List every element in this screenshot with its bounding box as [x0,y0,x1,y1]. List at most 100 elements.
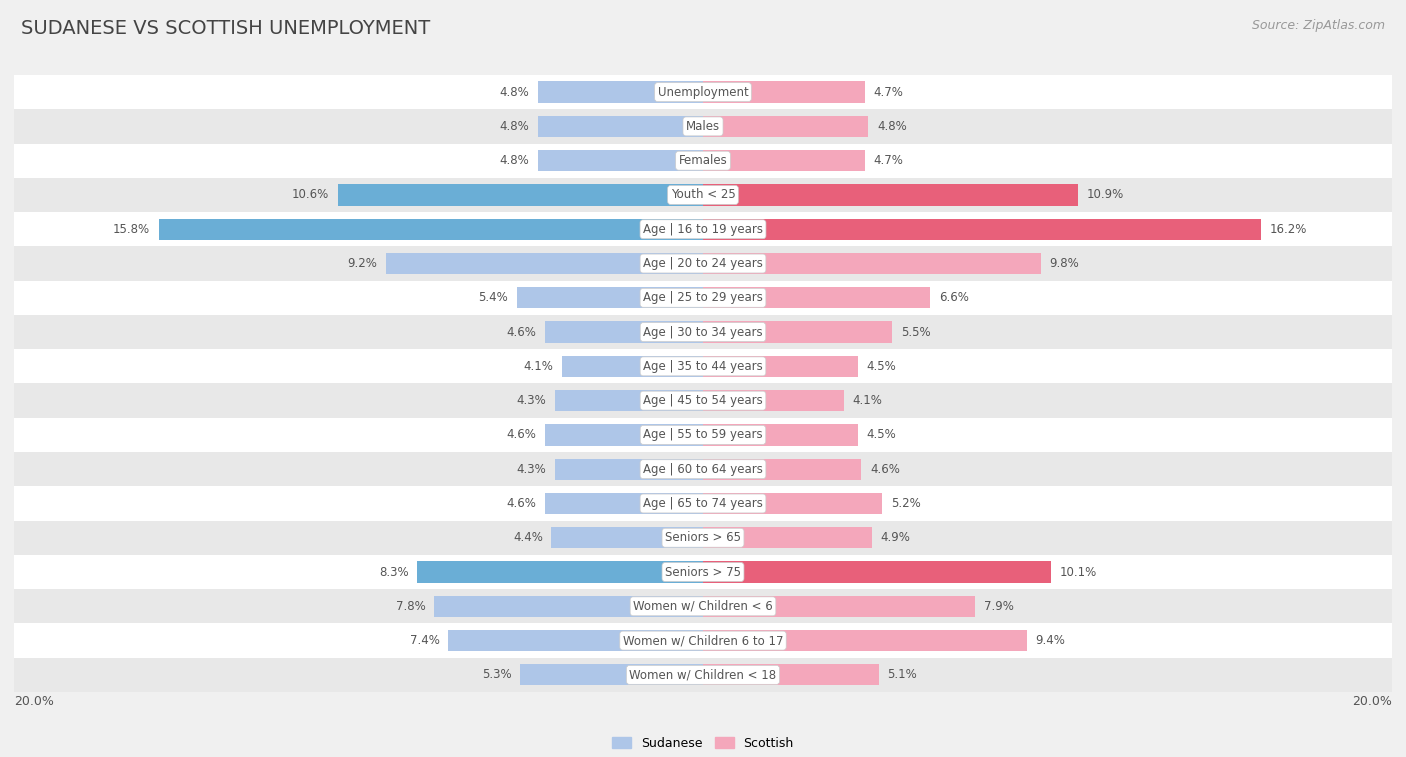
Text: 4.9%: 4.9% [880,531,910,544]
Bar [537,116,703,137]
Bar [555,390,703,411]
Text: 9.4%: 9.4% [1035,634,1066,647]
Bar [14,315,1392,349]
Text: 4.8%: 4.8% [499,120,529,133]
Text: 4.1%: 4.1% [853,394,883,407]
Bar [544,424,703,446]
Bar [14,521,1392,555]
Text: 4.8%: 4.8% [877,120,907,133]
Text: Seniors > 65: Seniors > 65 [665,531,741,544]
Text: Women w/ Children < 6: Women w/ Children < 6 [633,600,773,613]
Bar [14,144,1392,178]
Text: Age | 16 to 19 years: Age | 16 to 19 years [643,223,763,235]
Text: Source: ZipAtlas.com: Source: ZipAtlas.com [1251,19,1385,32]
Bar [520,664,703,686]
Text: Age | 55 to 59 years: Age | 55 to 59 years [643,428,763,441]
Bar [387,253,703,274]
Bar [14,452,1392,486]
Text: Age | 35 to 44 years: Age | 35 to 44 years [643,360,763,373]
Legend: Sudanese, Scottish: Sudanese, Scottish [607,732,799,755]
Text: 15.8%: 15.8% [112,223,150,235]
Text: 8.3%: 8.3% [378,565,409,578]
Bar [537,150,703,171]
Bar [537,82,703,103]
Bar [544,322,703,343]
Bar [703,527,872,548]
Text: Males: Males [686,120,720,133]
Text: 20.0%: 20.0% [1353,695,1392,708]
Bar [703,664,879,686]
Bar [703,424,858,446]
Text: 7.4%: 7.4% [409,634,440,647]
Bar [703,630,1026,651]
Bar [14,418,1392,452]
Bar [14,75,1392,109]
Bar [14,281,1392,315]
Bar [14,246,1392,281]
Text: Women w/ Children < 18: Women w/ Children < 18 [630,668,776,681]
Text: Age | 60 to 64 years: Age | 60 to 64 years [643,463,763,475]
Text: 4.4%: 4.4% [513,531,543,544]
Bar [14,178,1392,212]
Text: 4.8%: 4.8% [499,154,529,167]
Bar [517,287,703,308]
Text: Age | 25 to 29 years: Age | 25 to 29 years [643,291,763,304]
Bar [703,82,865,103]
Text: 7.8%: 7.8% [396,600,426,613]
Bar [703,459,862,480]
Bar [703,493,882,514]
Text: 4.6%: 4.6% [506,326,536,338]
Text: 4.7%: 4.7% [873,86,904,98]
Bar [703,253,1040,274]
Text: 4.6%: 4.6% [870,463,900,475]
Text: 4.6%: 4.6% [506,428,536,441]
Bar [703,287,931,308]
Text: 4.5%: 4.5% [866,360,897,373]
Bar [544,493,703,514]
Bar [703,596,976,617]
Text: 5.5%: 5.5% [901,326,931,338]
Text: 4.3%: 4.3% [516,394,547,407]
Text: 9.8%: 9.8% [1049,257,1078,270]
Bar [703,390,844,411]
Text: 4.7%: 4.7% [873,154,904,167]
Text: Females: Females [679,154,727,167]
Bar [418,562,703,583]
Text: 5.3%: 5.3% [482,668,512,681]
Text: 10.6%: 10.6% [292,188,329,201]
Text: Age | 20 to 24 years: Age | 20 to 24 years [643,257,763,270]
Text: 16.2%: 16.2% [1270,223,1308,235]
Text: 20.0%: 20.0% [14,695,53,708]
Text: Age | 45 to 54 years: Age | 45 to 54 years [643,394,763,407]
Bar [14,624,1392,658]
Text: 10.9%: 10.9% [1087,188,1125,201]
Bar [14,109,1392,144]
Text: 10.1%: 10.1% [1060,565,1097,578]
Bar [703,219,1261,240]
Bar [551,527,703,548]
Bar [159,219,703,240]
Bar [703,116,869,137]
Text: 4.5%: 4.5% [866,428,897,441]
Bar [14,486,1392,521]
Text: 4.3%: 4.3% [516,463,547,475]
Bar [434,596,703,617]
Text: 4.8%: 4.8% [499,86,529,98]
Text: 6.6%: 6.6% [939,291,969,304]
Text: Age | 65 to 74 years: Age | 65 to 74 years [643,497,763,510]
Text: 5.4%: 5.4% [478,291,509,304]
Text: 9.2%: 9.2% [347,257,377,270]
Bar [14,212,1392,246]
Bar [14,349,1392,384]
Bar [337,185,703,206]
Bar [562,356,703,377]
Bar [14,555,1392,589]
Bar [555,459,703,480]
Text: 5.2%: 5.2% [891,497,921,510]
Bar [703,322,893,343]
Bar [703,185,1078,206]
Bar [703,356,858,377]
Text: Age | 30 to 34 years: Age | 30 to 34 years [643,326,763,338]
Text: Women w/ Children 6 to 17: Women w/ Children 6 to 17 [623,634,783,647]
Text: Youth < 25: Youth < 25 [671,188,735,201]
